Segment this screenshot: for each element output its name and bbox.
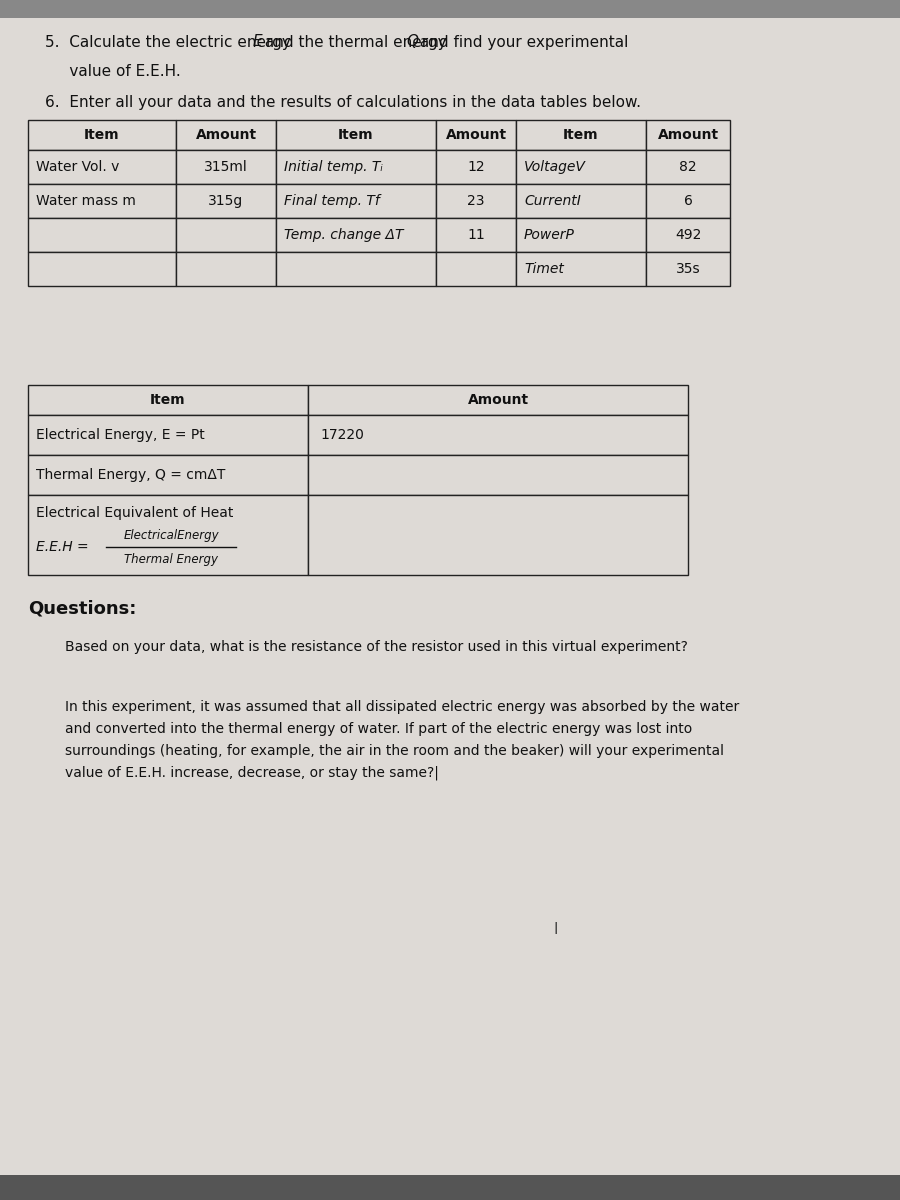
Text: 17220: 17220	[320, 428, 364, 442]
Bar	[28, 218, 176, 252]
Text: Amount: Amount	[195, 128, 256, 142]
Text: and find your experimental: and find your experimental	[415, 35, 628, 49]
Bar	[308, 494, 688, 575]
Bar	[28, 385, 308, 415]
Text: PowerP: PowerP	[524, 228, 575, 242]
Bar	[308, 415, 688, 455]
Bar	[276, 252, 436, 286]
Text: E: E	[252, 35, 262, 49]
Text: value of E.E.H. increase, decrease, or stay the same?|: value of E.E.H. increase, decrease, or s…	[65, 766, 439, 780]
Bar	[276, 150, 436, 184]
Bar	[0, 1175, 900, 1200]
Bar	[176, 120, 276, 150]
Text: value of E.E.H.: value of E.E.H.	[45, 65, 181, 79]
Text: 492: 492	[675, 228, 701, 242]
Text: Amount: Amount	[467, 392, 528, 407]
Text: Item: Item	[563, 128, 598, 142]
Text: Questions:: Questions:	[28, 600, 137, 618]
Bar	[176, 218, 276, 252]
Bar	[176, 184, 276, 218]
Text: 6: 6	[684, 194, 692, 208]
Text: Timet: Timet	[524, 262, 564, 276]
Text: ElectricalEnergy: ElectricalEnergy	[123, 528, 219, 541]
Text: 315g: 315g	[209, 194, 244, 208]
Text: Final temp. Tf: Final temp. Tf	[284, 194, 380, 208]
Bar	[436, 120, 516, 150]
Bar	[276, 120, 436, 150]
Text: 11: 11	[467, 228, 485, 242]
Text: 82: 82	[680, 160, 697, 174]
Text: Item: Item	[150, 392, 185, 407]
Text: Amount: Amount	[657, 128, 718, 142]
Text: and converted into the thermal energy of water. If part of the electric energy w: and converted into the thermal energy of…	[65, 722, 692, 736]
Bar	[28, 494, 308, 575]
Bar	[436, 218, 516, 252]
Text: Thermal Energy: Thermal Energy	[124, 552, 218, 565]
Text: Item: Item	[85, 128, 120, 142]
Text: and the thermal energy: and the thermal energy	[260, 35, 452, 49]
Bar	[308, 455, 688, 494]
Bar	[0, 0, 900, 18]
Text: Amount: Amount	[446, 128, 507, 142]
Bar	[646, 120, 730, 150]
Bar	[646, 184, 730, 218]
Bar	[28, 184, 176, 218]
Bar	[276, 184, 436, 218]
Bar	[28, 415, 308, 455]
Bar	[516, 252, 646, 286]
Bar	[28, 150, 176, 184]
Bar	[516, 184, 646, 218]
Text: 23: 23	[467, 194, 485, 208]
Text: Q: Q	[407, 35, 418, 49]
Bar	[646, 252, 730, 286]
Text: E.E.H =: E.E.H =	[36, 540, 88, 554]
Text: VoltageV: VoltageV	[524, 160, 586, 174]
Text: 12: 12	[467, 160, 485, 174]
Bar	[646, 150, 730, 184]
Text: 315ml: 315ml	[204, 160, 248, 174]
Bar	[28, 455, 308, 494]
Bar	[516, 218, 646, 252]
Text: Initial temp. Tᵢ: Initial temp. Tᵢ	[284, 160, 382, 174]
Bar	[28, 252, 176, 286]
Text: CurrentI: CurrentI	[524, 194, 580, 208]
Bar	[516, 150, 646, 184]
Bar	[516, 120, 646, 150]
Text: surroundings (heating, for example, the air in the room and the beaker) will you: surroundings (heating, for example, the …	[65, 744, 724, 758]
Text: Based on your data, what is the resistance of the resistor used in this virtual : Based on your data, what is the resistan…	[65, 640, 688, 654]
Text: Water Vol. v: Water Vol. v	[36, 160, 120, 174]
Bar	[176, 150, 276, 184]
Text: |||: |||	[446, 1187, 454, 1198]
Bar	[276, 218, 436, 252]
Bar	[308, 385, 688, 415]
Bar	[436, 184, 516, 218]
Text: Temp. change ΔT: Temp. change ΔT	[284, 228, 403, 242]
Text: I: I	[554, 923, 558, 937]
Text: 35s: 35s	[676, 262, 700, 276]
Text: 5.  Calculate the electric energy: 5. Calculate the electric energy	[45, 35, 296, 49]
Bar	[430, 1188, 470, 1193]
Bar	[436, 252, 516, 286]
Text: Item: Item	[338, 128, 373, 142]
Text: Water mass m: Water mass m	[36, 194, 136, 208]
Text: Electrical Equivalent of Heat: Electrical Equivalent of Heat	[36, 506, 233, 520]
Bar	[436, 150, 516, 184]
Text: 6.  Enter all your data and the results of calculations in the data tables below: 6. Enter all your data and the results o…	[45, 95, 641, 109]
Bar	[28, 120, 176, 150]
Text: In this experiment, it was assumed that all dissipated electric energy was absor: In this experiment, it was assumed that …	[65, 700, 739, 714]
Text: Thermal Energy, Q = cmΔT: Thermal Energy, Q = cmΔT	[36, 468, 225, 482]
Bar	[646, 218, 730, 252]
Bar	[176, 252, 276, 286]
Text: Electrical Energy, E = Pt: Electrical Energy, E = Pt	[36, 428, 205, 442]
